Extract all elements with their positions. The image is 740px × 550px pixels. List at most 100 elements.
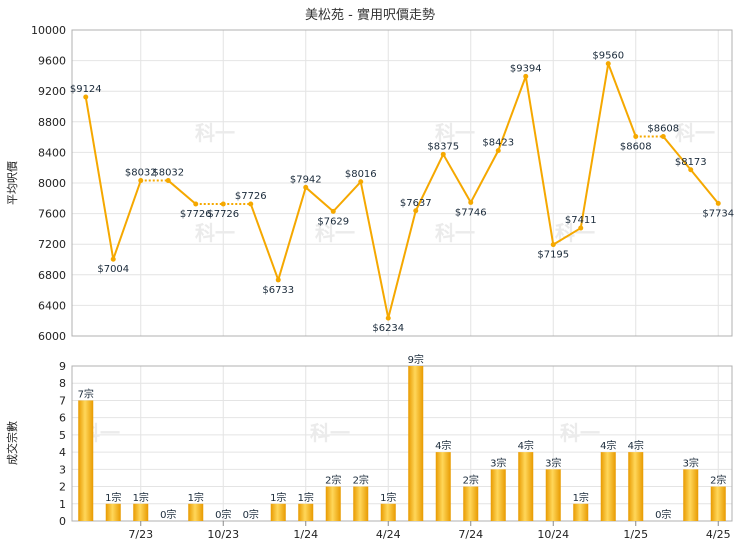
volume-data-label: 1宗 — [188, 491, 204, 504]
price-point — [330, 208, 336, 214]
x-tick-label: 1/25 — [623, 528, 648, 541]
price-data-label: $7726 — [207, 209, 239, 220]
price-y-tick-label: 9600 — [38, 55, 66, 68]
volume-bar — [628, 452, 644, 521]
watermark-text: 科一 — [315, 221, 355, 245]
price-point — [220, 201, 226, 207]
volume-bar — [435, 452, 451, 521]
price-data-label: $7942 — [290, 174, 322, 185]
volume-bar — [710, 486, 726, 521]
price-y-tick-label: 6800 — [38, 269, 66, 282]
volume-y-tick-label: 5 — [59, 429, 66, 442]
price-data-label: $8032 — [152, 168, 184, 179]
volume-bar — [325, 486, 341, 521]
volume-bar — [600, 452, 616, 521]
price-y-tick-label: 9200 — [38, 85, 66, 98]
volume-bars: 7宗 1宗 1宗 0宗 1宗 0宗 0宗 1宗 1宗 2宗 2宗 1宗 9宗 4宗 2宗 3宗 4宗 3宗 1宗 4宗… — [78, 353, 726, 521]
price-line-segment — [277, 187, 307, 281]
price-line-segment — [497, 76, 527, 151]
price-point — [303, 184, 309, 190]
price-point — [275, 277, 281, 283]
volume-bar — [490, 469, 506, 521]
price-point — [633, 133, 639, 139]
price-data-label: $9394 — [510, 63, 542, 74]
price-data-label: $8608 — [647, 123, 679, 134]
volume-bar — [518, 452, 534, 521]
price-line-segment — [249, 203, 280, 281]
price-data-label: $8032 — [125, 168, 157, 179]
price-data-label: $7195 — [537, 250, 569, 261]
price-point — [715, 200, 721, 206]
volume-bar — [78, 400, 94, 521]
price-line-segment — [387, 210, 417, 319]
price-y-tick-label: 8400 — [38, 146, 66, 159]
volume-y-tick-label: 7 — [59, 394, 66, 407]
volume-data-label: 2宗 — [463, 474, 479, 487]
price-data-label: $8423 — [482, 138, 514, 149]
volume-y-axis-title: 成交宗數 — [5, 421, 19, 465]
volume-data-label: 1宗 — [380, 491, 396, 504]
price-data-label: $8375 — [427, 141, 459, 152]
price-point — [413, 208, 419, 214]
price-data-label: $7629 — [317, 216, 349, 227]
volume-bar — [298, 503, 314, 521]
volume-data-label: 3宗 — [683, 456, 699, 469]
volume-bar — [683, 469, 699, 521]
volume-y-tick-label: 6 — [59, 412, 66, 425]
price-point — [165, 178, 171, 184]
price-data-label: $7411 — [565, 215, 597, 226]
price-line-segment — [359, 181, 390, 319]
volume-y-tick-label: 1 — [59, 498, 66, 511]
x-tick-label: 7/24 — [458, 528, 483, 541]
price-data-label: $6733 — [262, 285, 294, 296]
price-point — [385, 315, 391, 321]
volume-y-tick-label: 0 — [59, 515, 66, 528]
volume-data-label: 2宗 — [353, 474, 369, 487]
price-y-tick-label: 8000 — [38, 177, 66, 190]
price-point — [440, 151, 446, 157]
price-y-tick-label: 7600 — [38, 208, 66, 221]
volume-plot-frame — [71, 365, 733, 522]
price-point — [550, 242, 556, 248]
price-data-label: $9124 — [70, 84, 102, 95]
price-data-label: $7726 — [180, 209, 212, 220]
price-y-tick-label: 7200 — [38, 238, 66, 251]
x-tick-label: 10/24 — [537, 528, 569, 541]
price-point — [193, 201, 199, 207]
price-line-segment — [552, 227, 582, 246]
volume-data-label: 9宗 — [408, 353, 424, 366]
volume-data-label: 0宗 — [215, 508, 231, 521]
volume-y-tick-label: 4 — [59, 446, 66, 459]
volume-data-label: 1宗 — [270, 491, 286, 504]
price-point — [578, 225, 584, 231]
volume-data-label: 2宗 — [710, 474, 726, 487]
volume-data-label: 0宗 — [655, 508, 671, 521]
volume-bar — [380, 503, 396, 521]
volume-bar — [353, 486, 369, 521]
price-data-label: $7726 — [235, 191, 267, 202]
volume-y-tick-label: 9 — [59, 360, 66, 373]
watermark-text: 科一 — [675, 121, 715, 145]
x-tick-label: 1/24 — [293, 528, 318, 541]
watermark-text: 科一 — [195, 121, 235, 145]
volume-data-label: 3宗 — [490, 456, 506, 469]
watermark-text: 科一 — [555, 221, 595, 245]
chart-title: 美松苑 - 實用呎價走勢 — [305, 7, 435, 23]
price-line: $9124$7004$8032$8032$7726$7726$7726$6733… — [70, 51, 734, 334]
price-line-segment — [305, 186, 334, 213]
volume-y-ticks: 0 1 2 3 4 5 6 7 8 9 — [59, 360, 66, 528]
volume-data-label: 1宗 — [133, 491, 149, 504]
price-data-label: $6234 — [372, 323, 404, 334]
watermark-text: 科一 — [560, 421, 600, 445]
price-line-segment — [469, 150, 500, 203]
volume-data-label: 4宗 — [435, 439, 451, 452]
price-line-segment — [607, 63, 637, 137]
price-plot-frame — [71, 29, 733, 337]
volume-bar — [573, 503, 589, 521]
volume-data-label: 4宗 — [600, 439, 616, 452]
volume-bar — [408, 366, 424, 521]
volume-data-label: 2宗 — [325, 474, 341, 487]
volume-data-label: 0宗 — [160, 508, 176, 521]
x-tick-label: 4/25 — [706, 528, 731, 541]
